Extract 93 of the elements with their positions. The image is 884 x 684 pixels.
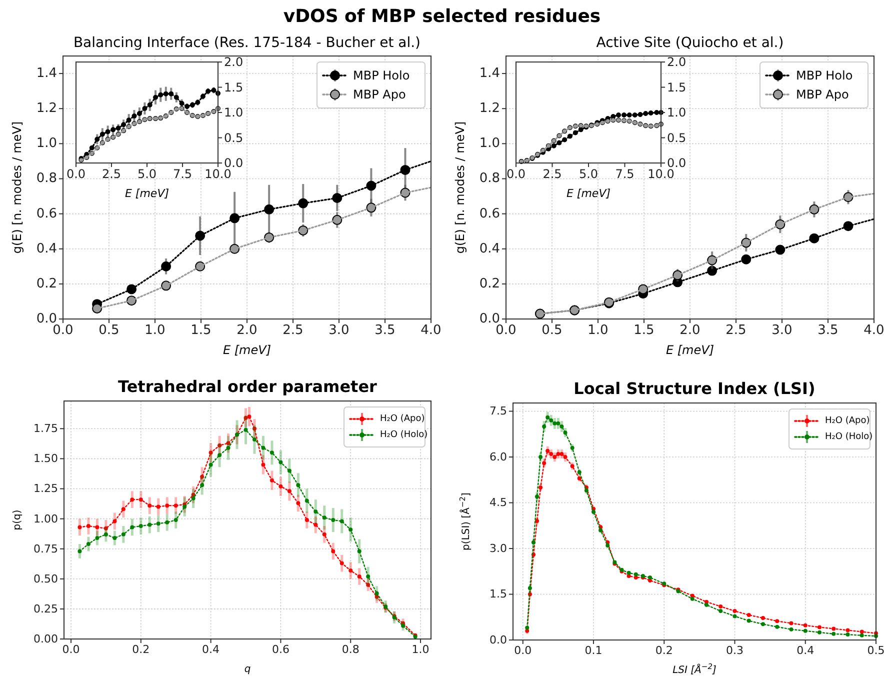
y-tick-label: 0.25 <box>34 602 58 616</box>
y-tick-label: 0.00 <box>34 632 58 646</box>
x-tick-label: 0.8 <box>342 643 360 656</box>
x-tick-label: 0.5 <box>542 322 562 338</box>
x-axis-title: E [meV] <box>666 343 714 357</box>
x-tick-label: 0.1 <box>584 644 602 657</box>
x-tick-label: 0.2 <box>655 644 673 657</box>
y-tick-label: 1.5 <box>490 588 507 601</box>
x-tick-label: 0.0 <box>514 644 532 657</box>
y-tick-label: 4.5 <box>490 496 507 510</box>
x-tick-label: 3.5 <box>374 322 396 338</box>
y-tick-label: 1.0 <box>224 106 244 120</box>
y-tick-label: 0.2 <box>36 276 57 292</box>
x-tick-label: 1.5 <box>190 322 212 338</box>
y-tick-label: 1.0 <box>479 136 500 152</box>
y-axis-title: g(E) [n. modes / meV] <box>10 121 24 254</box>
y-tick-label: 1.25 <box>34 482 58 496</box>
y-tick-label: 3.0 <box>490 542 507 555</box>
y-tick-label: 0.5 <box>667 130 686 145</box>
x-tick-label: 2.5 <box>726 322 746 338</box>
legend-label: MBP Apo <box>796 88 849 102</box>
y-tick-label: 2.0 <box>224 55 244 69</box>
legend-label: H₂O (Apo) <box>825 416 870 426</box>
x-tick-label: 0.0 <box>62 643 80 656</box>
x-tick-label: 2.0 <box>236 322 258 338</box>
legend-label: MBP Apo <box>353 88 406 102</box>
x-axis-title: LSI [Å$^{−2}$] <box>672 662 716 676</box>
chart-title: Active Site (Quiocho et al.) <box>596 35 784 51</box>
x-tick-label: 1.0 <box>144 322 166 338</box>
y-tick-label: 6.0 <box>490 450 507 464</box>
x-tick-label: 0.4 <box>796 644 814 657</box>
y-tick-label: 0.2 <box>479 276 500 292</box>
chart-title: Local Structure Index (LSI) <box>574 379 816 398</box>
y-tick-label: 1.0 <box>36 136 57 152</box>
x-axis-title: q <box>244 664 251 675</box>
y-tick-label: 1.4 <box>36 66 57 82</box>
y-tick-label: 0.0 <box>490 634 507 646</box>
x-tick-label: 5.0 <box>578 166 598 181</box>
y-axis-title: p(q) <box>12 510 23 530</box>
y-tick-label: 0.4 <box>36 241 57 256</box>
legend-label: MBP Holo <box>353 68 410 82</box>
x-tick-label: 0.0 <box>506 166 526 181</box>
x-axis-title: E [meV] <box>566 187 611 200</box>
x-axis-title: E [meV] <box>124 187 170 200</box>
y-tick-label: 0.5 <box>224 130 244 145</box>
legend-label: H₂O (Holo) <box>380 430 428 440</box>
x-tick-label: 2.5 <box>542 166 562 181</box>
text: vDOS of MBP selected residues <box>283 6 601 27</box>
y-tick-label: 1.0 <box>667 106 686 120</box>
x-tick-label: 0.4 <box>202 643 220 656</box>
x-tick-label: 0.3 <box>726 644 744 657</box>
chart-title: Balancing Interface (Res. 175-184 - Bucher et al.) <box>73 35 421 51</box>
y-tick-label: 1.50 <box>34 452 58 466</box>
x-tick-label: 3.5 <box>818 322 838 338</box>
x-tick-label: 0.2 <box>132 643 150 656</box>
x-tick-label: 2.5 <box>102 166 122 181</box>
y-tick-label: 0.6 <box>479 206 500 222</box>
y-axis-title: g(E) [n. modes / meV] <box>453 121 467 254</box>
x-tick-label: 7.5 <box>172 166 192 181</box>
x-tick-label: 4.0 <box>864 322 884 338</box>
x-tick-label: 3.0 <box>328 322 350 338</box>
y-tick-label: 1.5 <box>667 80 686 94</box>
x-tick-label: 0.0 <box>52 322 74 338</box>
x-tick-label: 3.0 <box>772 322 792 338</box>
x-tick-label: 0.0 <box>66 166 86 181</box>
y-tick-label: 0.50 <box>34 572 58 586</box>
y-tick-label: 1.00 <box>34 512 58 526</box>
x-tick-label: 0.6 <box>272 643 290 656</box>
y-tick-label: 0.4 <box>479 241 500 256</box>
x-tick-label: 1.5 <box>634 322 654 338</box>
y-tick-label: 1.4 <box>479 66 500 82</box>
x-tick-label: 2.5 <box>282 322 304 338</box>
y-tick-label: 1.5 <box>224 80 244 94</box>
x-tick-label: 4.0 <box>420 322 442 338</box>
y-tick-label: 7.5 <box>490 404 507 418</box>
y-tick-label: 2.0 <box>667 55 686 69</box>
y-tick-label: 0.75 <box>34 542 58 556</box>
y-tick-label: 1.75 <box>34 422 58 436</box>
x-tick-label: 0.5 <box>98 322 120 338</box>
legend-label: H₂O (Holo) <box>825 432 873 442</box>
x-tick-label: 0.5 <box>867 644 884 657</box>
y-tick-label: 0.6 <box>36 206 57 222</box>
x-axis-title: E [meV] <box>222 343 272 357</box>
x-tick-label: 1.0 <box>588 322 608 338</box>
x-tick-label: 7.5 <box>615 166 634 181</box>
y-tick-label: 1.2 <box>36 101 57 116</box>
x-tick-label: 1.0 <box>412 643 430 656</box>
x-tick-label: 2.0 <box>680 322 700 338</box>
legend-label: H₂O (Apo) <box>380 414 425 424</box>
chart-title: Tetrahedral order parameter <box>118 377 378 396</box>
x-tick-label: 5.0 <box>137 166 157 181</box>
legend-label: MBP Holo <box>796 68 853 82</box>
y-tick-label: 1.2 <box>479 101 500 116</box>
